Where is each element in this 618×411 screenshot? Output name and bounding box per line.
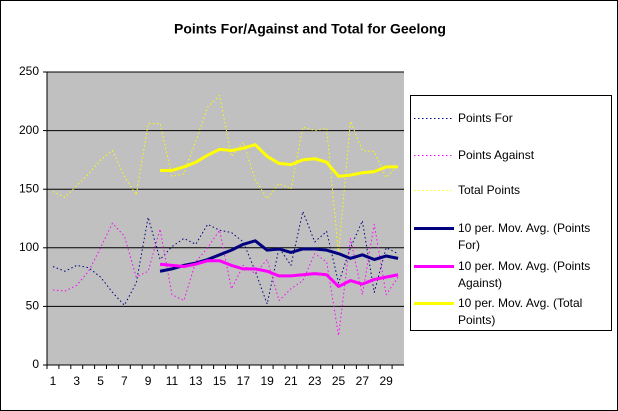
x-tick-label: 7 [121, 374, 128, 388]
plot-area [47, 72, 404, 365]
x-tick-label: 29 [379, 374, 393, 388]
x-tick-label: 23 [308, 374, 322, 388]
x-tick-label: 11 [166, 374, 179, 388]
series-line [52, 222, 399, 337]
legend-label: 10 per. Mov. Avg. (Total Points) [458, 296, 583, 327]
legend-label: Points For [458, 111, 513, 125]
x-tick-label: 9 [145, 374, 152, 388]
y-tick-label: 0 [32, 357, 39, 371]
x-tick-label: 25 [332, 374, 346, 388]
x-tick-label: 15 [213, 374, 227, 388]
y-tick-label: 50 [26, 299, 40, 313]
x-tick-label: 1 [50, 374, 57, 388]
series-line [52, 94, 399, 255]
y-tick-label: 100 [19, 240, 39, 254]
legend-label: Total Points [458, 183, 521, 197]
series-line [52, 210, 399, 306]
x-tick-label: 5 [97, 374, 104, 388]
chart-title: Points For/Against and Total for Geelong [174, 21, 446, 37]
x-tick-label: 3 [73, 374, 80, 388]
legend-box [410, 95, 612, 331]
y-tick-label: 250 [19, 64, 39, 78]
x-tick-label: 27 [356, 374, 370, 388]
x-tick-label: 21 [284, 374, 298, 388]
legend-label: 10 per. Mov. Avg. (Points For) [458, 221, 591, 252]
series-line [159, 259, 399, 288]
series-line [160, 143, 399, 178]
y-tick-label: 200 [19, 123, 39, 137]
x-tick-label: 19 [260, 374, 274, 388]
x-tick-label: 13 [189, 374, 203, 388]
x-tick-label: 17 [237, 374, 251, 388]
legend-label: Points Against [458, 148, 535, 162]
legend-label: 10 per. Mov. Avg. (Points Against) [458, 259, 591, 290]
y-tick-label: 150 [19, 181, 39, 195]
